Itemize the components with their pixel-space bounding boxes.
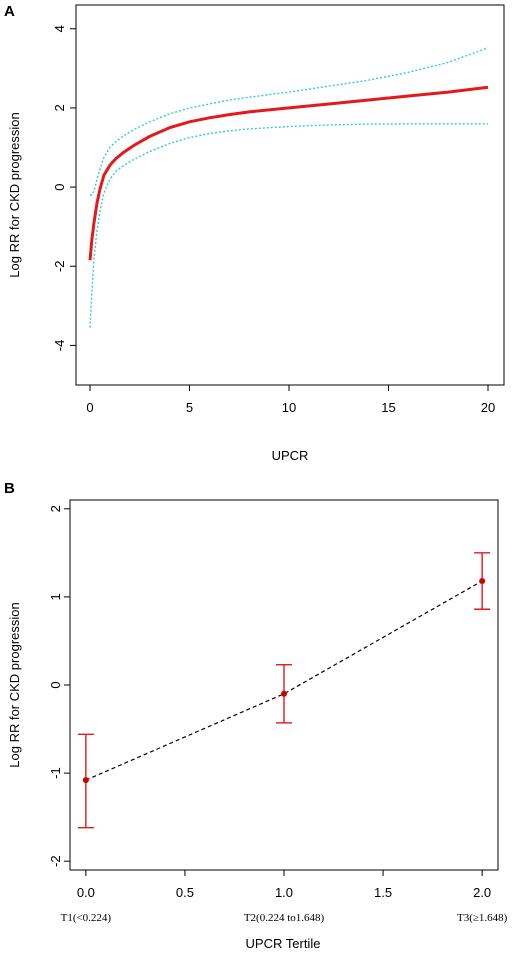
panel-a-x-tick-label: 20 bbox=[481, 400, 495, 415]
panel-a-lower-ci-line bbox=[89, 123, 488, 328]
panel-b-x-tick-label: 0.5 bbox=[176, 885, 194, 900]
panel-a-y-tick-label: 0 bbox=[52, 183, 67, 190]
panel-b-y-tick-label: 1 bbox=[48, 593, 63, 600]
panel-b-y-tick-label: -2 bbox=[48, 855, 63, 867]
panel-b-y-tick-label: -1 bbox=[48, 767, 63, 779]
panel-b-tertile-label: T1(<0.224) bbox=[61, 912, 112, 924]
panel-b-x-tick-label: 1.0 bbox=[275, 885, 293, 900]
panel-b: B -2 -1 0 1 2 0.0 0.5 1.0 1.5 2.0 T1(<0.224) T2(0… bbox=[4, 480, 508, 951]
panel-b-label: B bbox=[4, 480, 15, 497]
panel-a-upper-ci-line bbox=[90, 47, 489, 196]
panel-b-series bbox=[77, 552, 491, 829]
panel-a-x-tick-label: 5 bbox=[186, 400, 193, 415]
panel-a-label: A bbox=[4, 3, 15, 20]
panel-a-y-tick-label: -4 bbox=[52, 340, 67, 352]
panel-b-y-tick-label: 0 bbox=[48, 681, 63, 688]
panel-a-y-tick-label: 4 bbox=[52, 25, 67, 32]
panel-b-y-tick-label: 2 bbox=[48, 505, 63, 512]
panel-b-trend-line bbox=[85, 580, 483, 781]
panel-b-x-tick-label: 0.0 bbox=[77, 885, 95, 900]
panel-b-point bbox=[82, 777, 89, 784]
panel-a-y-tick-label: -2 bbox=[52, 260, 67, 272]
panel-b-point bbox=[281, 690, 287, 697]
panel-b-x-axis-title: UPCR Tertile bbox=[246, 936, 321, 951]
panel-a-x-axis-title: UPCR bbox=[272, 448, 309, 463]
panel-b-y-axis-title: Log RR for CKD progression bbox=[7, 602, 22, 767]
panel-a-y-axis-title: Log RR for CKD progression bbox=[7, 112, 22, 277]
panel-a-series bbox=[88, 47, 489, 328]
panel-b-x-tick-label: 2.0 bbox=[473, 885, 491, 900]
panel-b-tertile-label: T2(0.224 to1.648) bbox=[244, 912, 325, 924]
panel-a-plot-box bbox=[75, 4, 505, 386]
panel-b-tertile-label: T3(≥1.648) bbox=[457, 912, 508, 924]
panel-a-x-axis: 0 5 10 15 20 bbox=[86, 385, 495, 415]
panel-a-y-axis: -4 -2 0 2 4 bbox=[52, 25, 76, 351]
panel-b-x-tick-label: 1.5 bbox=[374, 885, 392, 900]
panel-a-y-tick-label: 2 bbox=[52, 104, 67, 111]
panel-a-x-tick-label: 15 bbox=[381, 400, 395, 415]
panel-b-tertile-labels: T1(<0.224) T2(0.224 to1.648) T3(≥1.648) bbox=[61, 912, 508, 924]
panel-a-x-tick-label: 0 bbox=[86, 400, 93, 415]
panel-a-x-tick-label: 10 bbox=[282, 400, 296, 415]
panel-b-x-axis: 0.0 0.5 1.0 1.5 2.0 bbox=[77, 870, 491, 900]
panel-b-y-axis: -2 -1 0 1 2 bbox=[48, 505, 70, 867]
panel-a-estimate-line bbox=[88, 85, 489, 261]
panel-b-point bbox=[479, 578, 486, 585]
panel-a: A -4 -2 0 2 4 0 5 10 15 20 UPCR Log RR for CKD p… bbox=[4, 3, 505, 463]
